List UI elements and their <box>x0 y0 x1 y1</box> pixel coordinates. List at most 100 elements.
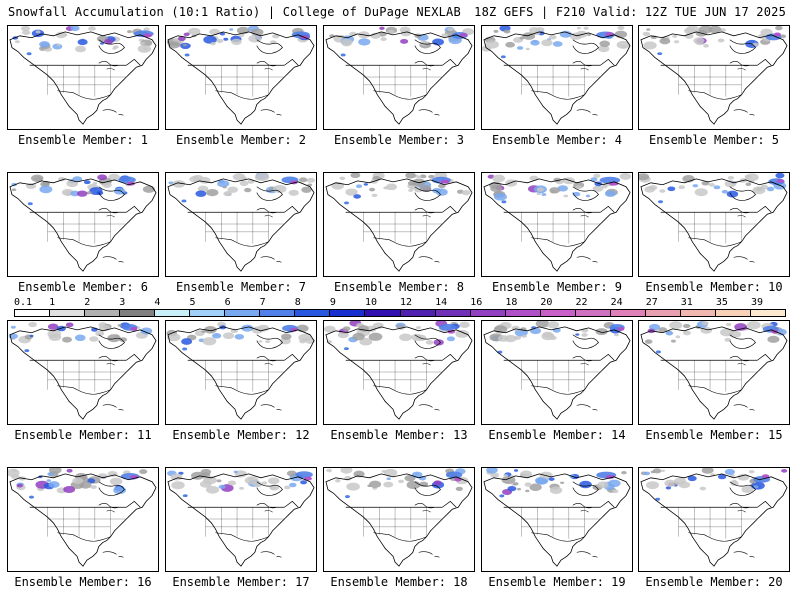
ensemble-member-map <box>323 467 475 572</box>
north-america-map <box>166 26 315 125</box>
north-america-map <box>639 173 788 272</box>
north-america-map <box>167 468 315 567</box>
ensemble-member-label: Ensemble Member: 11 <box>14 428 152 442</box>
legend-swatch <box>330 310 366 316</box>
ensemble-member-map <box>165 172 317 277</box>
ensemble-member-map <box>481 467 633 572</box>
north-america-map <box>167 173 316 272</box>
ensemble-member-label: Ensemble Member: 13 <box>330 428 468 442</box>
legend-label: 31 <box>680 297 693 308</box>
legend-swatch <box>50 310 86 316</box>
ensemble-member-map <box>638 25 790 130</box>
legend-label: 18 <box>505 297 518 308</box>
north-america-map <box>640 321 788 420</box>
north-america-map <box>325 468 473 567</box>
ensemble-member-map <box>638 172 790 277</box>
legend-swatch <box>680 310 716 316</box>
legend-label: 7 <box>259 297 266 308</box>
north-america-map <box>8 321 157 420</box>
ensemble-member-label: Ensemble Member: 7 <box>175 280 307 294</box>
north-america-map <box>482 26 631 125</box>
legend-label: 14 <box>435 297 448 308</box>
legend-label: 1 <box>49 297 56 308</box>
legend-swatch <box>400 310 436 316</box>
ensemble-member-label: Ensemble Member: 4 <box>491 133 623 147</box>
ensemble-member-map <box>7 320 159 425</box>
north-america-map <box>325 26 474 125</box>
legend-swatch <box>15 310 51 316</box>
north-america-map <box>483 468 631 567</box>
north-america-map <box>324 321 473 420</box>
ensemble-member-label: Ensemble Member: 9 <box>491 280 623 294</box>
legend-swatch <box>85 310 121 316</box>
ensemble-member-map <box>7 25 159 130</box>
ensemble-member-map <box>165 25 317 130</box>
ensemble-member-label: Ensemble Member: 12 <box>172 428 310 442</box>
ensemble-member-label: Ensemble Member: 19 <box>488 575 626 589</box>
color-legend <box>14 309 786 317</box>
north-america-map <box>166 321 316 420</box>
legend-swatch <box>505 310 541 316</box>
legend-label: 5 <box>189 297 196 308</box>
legend-swatch <box>715 310 751 316</box>
legend-label: 22 <box>575 297 588 308</box>
legend-swatch <box>610 310 646 316</box>
legend-label: 27 <box>645 297 658 308</box>
legend-label: 0.1 <box>14 297 33 308</box>
legend-swatch <box>470 310 506 316</box>
run-valid-time: 18Z GEFS | F210 Valid: 12Z TUE JUN 17 20… <box>474 5 786 19</box>
ensemble-member-label: Ensemble Member: 17 <box>172 575 310 589</box>
ensemble-member-map <box>481 172 633 277</box>
north-america-map <box>483 173 632 272</box>
legend-label: 10 <box>364 297 377 308</box>
legend-label: 8 <box>294 297 301 308</box>
legend-label: 24 <box>610 297 623 308</box>
ensemble-member-map <box>481 320 633 425</box>
legend-swatch <box>645 310 681 316</box>
ensemble-member-label: Ensemble Member: 8 <box>333 280 465 294</box>
ensemble-member-map <box>323 320 475 425</box>
ensemble-member-map <box>323 25 475 130</box>
legend-label: 20 <box>540 297 553 308</box>
legend-label: 6 <box>224 297 231 308</box>
ensemble-member-label: Ensemble Member: 14 <box>488 428 626 442</box>
ensemble-member-map <box>7 467 159 572</box>
north-america-map <box>8 468 157 567</box>
ensemble-member-map <box>638 320 790 425</box>
ensemble-member-map <box>7 172 159 277</box>
legend-swatch <box>750 310 786 316</box>
legend-swatch <box>540 310 576 316</box>
ensemble-member-label: Ensemble Member: 18 <box>330 575 468 589</box>
legend-swatch <box>225 310 261 316</box>
legend-swatch <box>190 310 226 316</box>
product-title: Snowfall Accumulation (10:1 Ratio) | Col… <box>8 5 461 19</box>
ensemble-member-map <box>165 467 317 572</box>
legend-swatch <box>120 310 156 316</box>
legend-swatch <box>435 310 471 316</box>
north-america-map <box>9 26 157 125</box>
ensemble-member-label: Ensemble Member: 2 <box>175 133 307 147</box>
header: Snowfall Accumulation (10:1 Ratio) | Col… <box>0 0 800 22</box>
legend-label: 39 <box>750 297 764 308</box>
ensemble-member-label: Ensemble Member: 3 <box>333 133 465 147</box>
ensemble-member-map <box>481 25 633 130</box>
legend-swatch <box>365 310 401 316</box>
ensemble-member-label: Ensemble Member: 5 <box>648 133 780 147</box>
legend-label: 16 <box>470 297 483 308</box>
ensemble-member-label: Ensemble Member: 10 <box>645 280 783 294</box>
ensemble-member-map <box>638 467 790 572</box>
ensemble-member-map <box>323 172 475 277</box>
north-america-map <box>325 173 473 272</box>
legend-label: 4 <box>154 297 161 308</box>
ensemble-member-label: Ensemble Member: 20 <box>645 575 783 589</box>
legend-swatch <box>260 310 296 316</box>
ensemble-member-label: Ensemble Member: 1 <box>17 133 149 147</box>
ensemble-member-label: Ensemble Member: 16 <box>14 575 152 589</box>
north-america-map <box>640 468 788 567</box>
legend-labels: 0.1 1 2 3 4 5 6 7 8 9 10 12 14 16 18 20 22 24 27 31 35 39 <box>14 297 786 309</box>
ensemble-member-label: Ensemble Member: 15 <box>645 428 783 442</box>
legend-label: 2 <box>84 297 91 308</box>
legend-label: 35 <box>715 297 728 308</box>
ensemble-member-label: Ensemble Member: 6 <box>17 280 149 294</box>
legend-swatch <box>295 310 331 316</box>
